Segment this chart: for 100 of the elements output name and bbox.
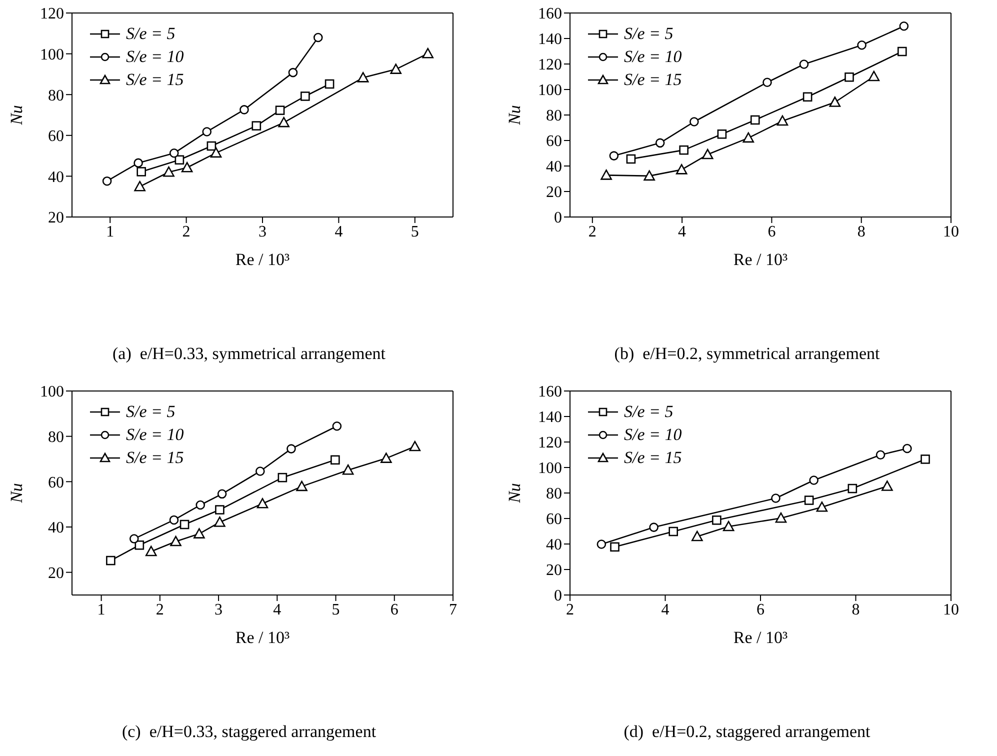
point [217, 489, 227, 499]
point [626, 154, 636, 164]
y-tick-label: 80 [48, 429, 64, 446]
point [380, 452, 392, 463]
point [256, 466, 265, 476]
point [702, 148, 714, 160]
y-tick-label: 60 [48, 474, 64, 492]
point [169, 515, 179, 525]
x-tick-label: 4 [661, 601, 670, 618]
point [644, 170, 655, 181]
point [286, 444, 296, 454]
y-tick-label: 100 [538, 460, 562, 478]
point [390, 64, 402, 74]
y-tick-label: 120 [40, 6, 64, 23]
y-tick-label: 80 [48, 87, 64, 104]
text: (a) e/H=0.33, symmetrical arrangement [112, 344, 386, 364]
y-tick-label: 120 [538, 434, 562, 452]
point [214, 516, 226, 527]
point [134, 540, 144, 550]
x-tick-label: 7 [449, 601, 457, 618]
x-tick-label: 5 [410, 223, 419, 240]
x-axis-title: Re / 10³ [733, 250, 788, 269]
x-tick-label: 1 [97, 601, 106, 618]
point [809, 476, 818, 485]
point [324, 79, 334, 89]
point [742, 132, 754, 143]
y-tick-label: 100 [538, 82, 562, 100]
x-tick-label: 3 [214, 601, 223, 618]
point [776, 115, 788, 126]
point [897, 46, 907, 56]
y-axis-title: Nu [7, 105, 26, 126]
point [802, 92, 812, 102]
point [868, 70, 880, 82]
point [196, 500, 206, 510]
y-tick-label: 60 [546, 133, 562, 150]
point [181, 162, 193, 172]
y-tick-label: 160 [538, 384, 562, 401]
x-tick-label: 6 [756, 601, 764, 618]
x-tick-label: 4 [334, 223, 343, 240]
x-axis-title: Re / 10³ [235, 628, 290, 647]
legend-label: S/e = 10 [126, 46, 184, 66]
point [775, 512, 787, 523]
y-tick-label: 20 [48, 565, 64, 582]
x-tick-label: 2 [156, 601, 164, 618]
point [717, 129, 727, 139]
legend-label: S/e = 5 [126, 402, 176, 422]
x-tick-label: 10 [943, 223, 959, 240]
point [169, 148, 179, 158]
y-axis-title: Nu [505, 483, 524, 504]
x-tick-label: 4 [678, 223, 686, 240]
y-tick-label: 100 [40, 384, 64, 401]
point [829, 96, 841, 107]
point [902, 444, 912, 454]
point [762, 78, 772, 88]
x-tick-label: 1 [106, 223, 114, 240]
point [920, 454, 930, 464]
point [313, 32, 323, 42]
y-tick-label: 40 [48, 168, 64, 186]
legend-label: S/e = 5 [126, 24, 176, 44]
legend-label: S/e = 10 [624, 424, 682, 444]
point [330, 455, 340, 465]
y-tick-label: 40 [546, 536, 562, 554]
legend-label: S/e = 15 [126, 70, 184, 90]
x-tick-label: 4 [273, 601, 282, 618]
legend-label: S/e = 15 [624, 70, 682, 90]
text: (d) e/H=0.2, staggered arrangement [622, 722, 872, 742]
point [799, 60, 809, 69]
y-tick-label: 120 [538, 56, 562, 74]
point [409, 440, 421, 452]
y-tick-label: 40 [48, 520, 64, 537]
x-tick-label: 5 [332, 601, 340, 618]
point [600, 170, 612, 180]
y-axis-title: Nu [7, 483, 26, 504]
x-tick-label: 8 [857, 223, 866, 240]
point [275, 106, 285, 115]
point [610, 542, 620, 552]
point [676, 164, 688, 174]
point [750, 115, 760, 125]
y-axis-title: Nu [505, 105, 524, 126]
point [357, 72, 369, 82]
point [145, 546, 157, 556]
point [332, 421, 342, 431]
point [278, 472, 288, 482]
y-tick-label: 0 [554, 588, 562, 605]
point [129, 534, 139, 544]
x-tick-label: 2 [182, 223, 190, 240]
y-tick-label: 20 [546, 562, 562, 580]
point [106, 556, 116, 566]
legend-label: S/e = 5 [624, 24, 674, 44]
point [215, 505, 224, 514]
legend-label: S/e = 10 [624, 46, 682, 66]
point [180, 520, 190, 530]
y-tick-label: 40 [546, 158, 562, 176]
y-tick-label: 80 [546, 486, 562, 503]
x-tick-label: 2 [566, 601, 574, 618]
point [712, 516, 722, 525]
y-tick-label: 80 [546, 108, 562, 125]
legend-label: S/e = 15 [126, 448, 184, 468]
point [300, 92, 310, 101]
x-tick-label: 6 [390, 601, 398, 618]
